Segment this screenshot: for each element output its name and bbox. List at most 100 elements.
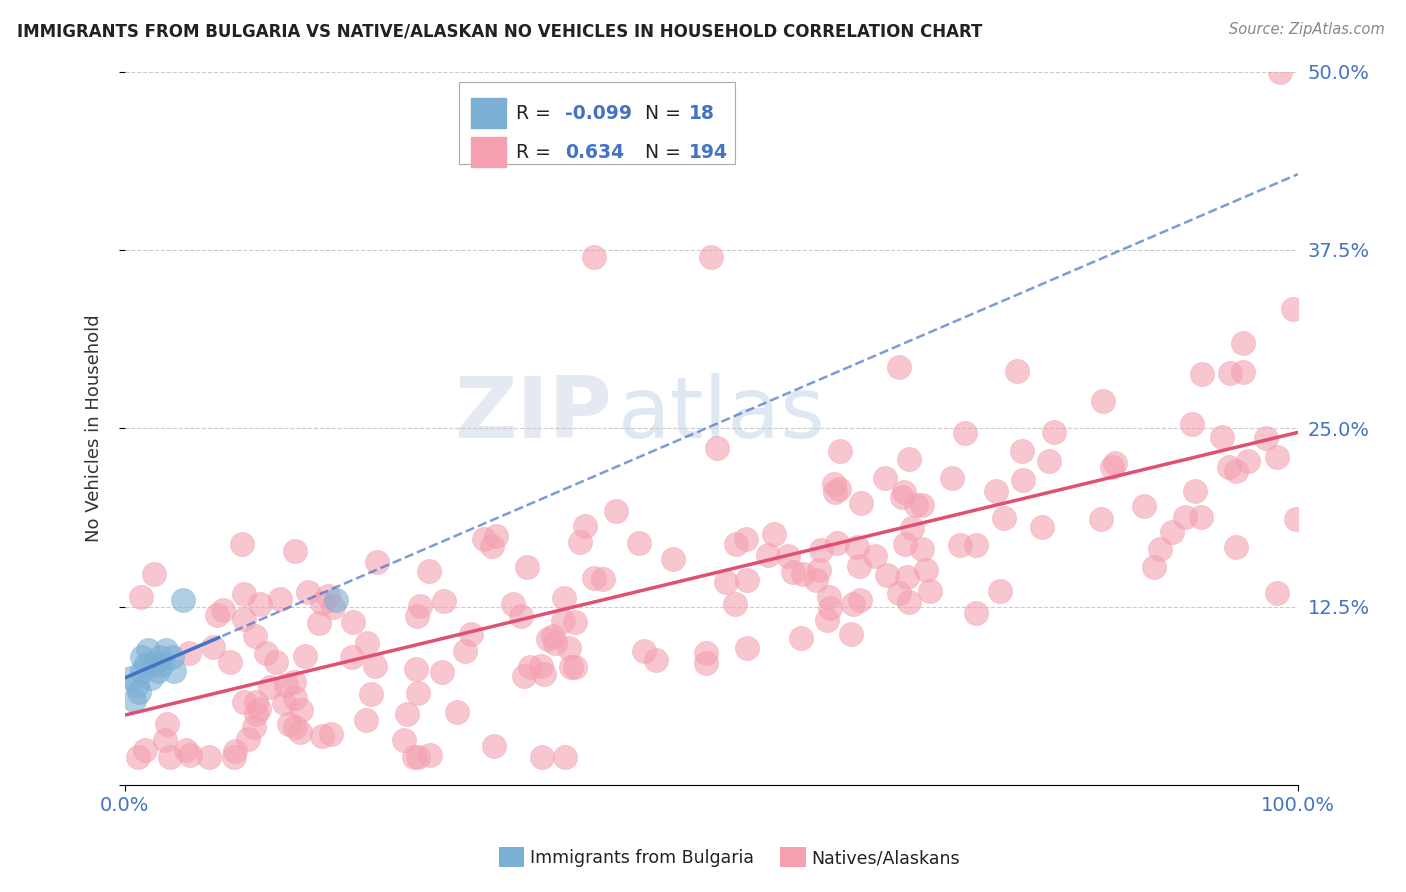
Point bbox=[395, 707, 418, 722]
Text: R =: R = bbox=[516, 104, 557, 123]
Point bbox=[848, 592, 870, 607]
Point bbox=[236, 732, 259, 747]
Text: Source: ZipAtlas.com: Source: ZipAtlas.com bbox=[1229, 22, 1385, 37]
Point bbox=[558, 641, 581, 656]
Text: 0.634: 0.634 bbox=[565, 143, 624, 161]
Point bbox=[1232, 336, 1254, 351]
Point bbox=[231, 537, 253, 551]
Point bbox=[245, 706, 267, 721]
Point bbox=[790, 632, 813, 646]
Point bbox=[898, 595, 921, 609]
Point bbox=[848, 559, 870, 574]
Point bbox=[965, 606, 987, 620]
Point bbox=[127, 749, 149, 764]
Point bbox=[965, 538, 987, 552]
Text: -0.099: -0.099 bbox=[565, 104, 631, 123]
Point bbox=[366, 555, 388, 569]
Point bbox=[533, 666, 555, 681]
Point bbox=[122, 692, 145, 706]
Text: R =: R = bbox=[516, 143, 557, 161]
Point bbox=[311, 596, 333, 610]
Point bbox=[901, 521, 924, 535]
Point bbox=[914, 563, 936, 577]
Point bbox=[891, 491, 914, 505]
Point bbox=[568, 534, 591, 549]
Point bbox=[887, 586, 910, 600]
Point bbox=[778, 549, 800, 563]
Point bbox=[139, 671, 162, 685]
Point bbox=[851, 496, 873, 510]
Point bbox=[553, 591, 575, 606]
Point bbox=[1219, 367, 1241, 381]
Text: 194: 194 bbox=[689, 143, 728, 161]
Point bbox=[311, 730, 333, 744]
Point bbox=[404, 749, 426, 764]
Text: N =: N = bbox=[644, 104, 686, 123]
Point bbox=[700, 250, 723, 264]
Point bbox=[406, 749, 429, 764]
Point bbox=[863, 549, 886, 563]
Point bbox=[633, 643, 655, 657]
Point bbox=[894, 536, 917, 550]
Point bbox=[1184, 484, 1206, 499]
Point bbox=[828, 483, 851, 497]
Point bbox=[551, 614, 574, 628]
Point bbox=[725, 536, 748, 550]
Point bbox=[406, 686, 429, 700]
Point bbox=[207, 607, 229, 622]
Point bbox=[737, 573, 759, 587]
Text: ZIP: ZIP bbox=[454, 373, 612, 456]
Point bbox=[911, 541, 934, 556]
Point bbox=[418, 564, 440, 578]
FancyBboxPatch shape bbox=[460, 82, 735, 164]
Point bbox=[218, 655, 240, 669]
Point bbox=[583, 571, 606, 585]
Point bbox=[564, 660, 586, 674]
Point bbox=[735, 532, 758, 546]
Point bbox=[1101, 460, 1123, 475]
Point bbox=[574, 519, 596, 533]
Point bbox=[564, 615, 586, 629]
Text: Natives/Alaskans: Natives/Alaskans bbox=[811, 849, 960, 867]
Point bbox=[308, 615, 330, 630]
Bar bbox=[471, 137, 506, 167]
Point bbox=[1270, 64, 1292, 78]
Point bbox=[155, 642, 177, 657]
Point bbox=[356, 635, 378, 649]
Point bbox=[392, 733, 415, 747]
Point bbox=[432, 665, 454, 680]
Text: Immigrants from Bulgaria: Immigrants from Bulgaria bbox=[530, 849, 754, 867]
Point bbox=[408, 599, 430, 613]
Point bbox=[160, 649, 183, 664]
Point bbox=[163, 664, 186, 678]
Point bbox=[322, 600, 344, 615]
Point bbox=[782, 565, 804, 579]
Point bbox=[1104, 456, 1126, 470]
Point bbox=[828, 444, 851, 458]
Point bbox=[143, 657, 166, 671]
Point bbox=[446, 705, 468, 719]
Point bbox=[245, 629, 267, 643]
Point bbox=[177, 646, 200, 660]
Point bbox=[763, 526, 786, 541]
Point bbox=[716, 575, 738, 590]
Point bbox=[405, 609, 427, 624]
Point bbox=[845, 540, 868, 554]
Point bbox=[941, 470, 963, 484]
Point bbox=[284, 721, 307, 735]
Point bbox=[419, 748, 441, 763]
Point bbox=[179, 747, 201, 762]
Point bbox=[325, 592, 347, 607]
Point bbox=[128, 685, 150, 699]
Point bbox=[988, 583, 1011, 598]
Point bbox=[1218, 460, 1240, 475]
Point bbox=[1149, 541, 1171, 556]
Point bbox=[360, 687, 382, 701]
Point bbox=[695, 656, 717, 670]
Point bbox=[825, 535, 848, 549]
Point bbox=[541, 629, 564, 643]
Point bbox=[149, 649, 172, 664]
Point bbox=[592, 572, 614, 586]
Point bbox=[510, 609, 533, 624]
Point bbox=[460, 626, 482, 640]
